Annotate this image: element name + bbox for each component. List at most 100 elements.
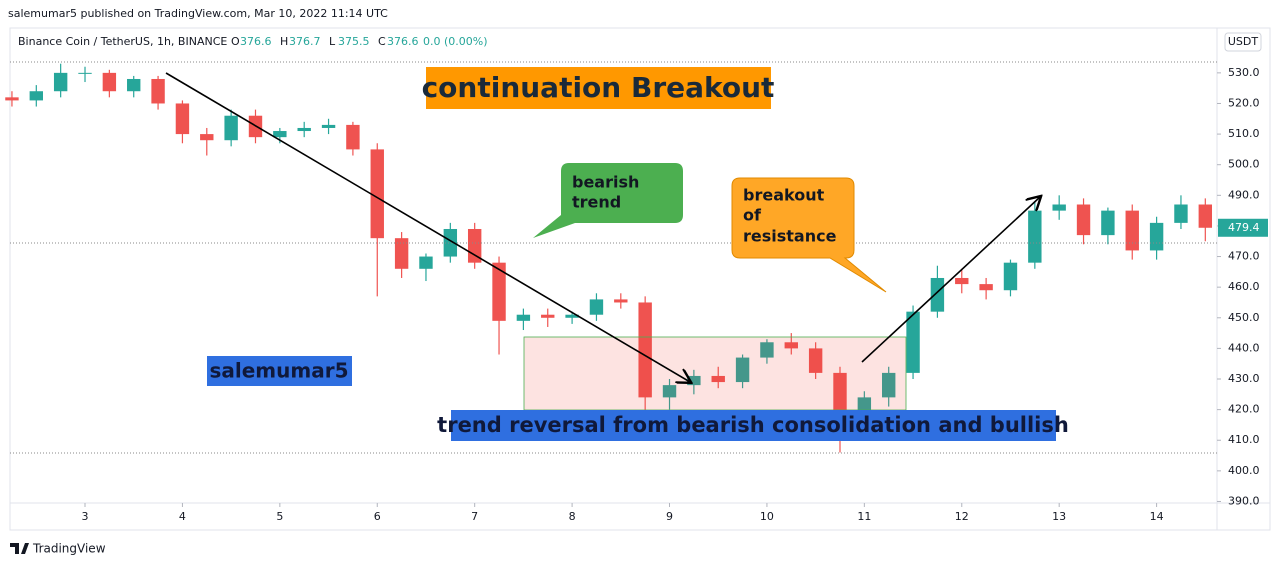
candle-body <box>102 72 117 92</box>
candle-body <box>346 124 360 150</box>
candle-body <box>5 97 19 101</box>
ohlc-value: 376.6 <box>387 35 419 48</box>
y-tick-label: 530.0 <box>1228 66 1260 79</box>
author-box <box>207 356 352 386</box>
candle-body <box>1174 204 1188 223</box>
logo <box>10 543 29 554</box>
y-tick-label: 510.0 <box>1228 127 1260 140</box>
y-tick-label: 420.0 <box>1228 403 1260 416</box>
y-tick-label: 390.0 <box>1228 494 1260 507</box>
ohlc-value: 375.5 <box>338 35 370 48</box>
candle-body <box>1003 262 1018 291</box>
candle-body <box>297 127 311 132</box>
annotation: of <box>743 206 762 225</box>
candle-body <box>1028 210 1042 263</box>
candle-body <box>979 284 993 291</box>
footer: TradingView <box>32 542 106 556</box>
x-tick-label: 12 <box>955 510 969 523</box>
candle-body <box>1076 204 1091 236</box>
candle-body <box>614 299 628 303</box>
candle-body <box>370 149 384 239</box>
currency-button[interactable] <box>1224 32 1262 52</box>
last-price: 479.4 <box>1228 221 1260 234</box>
plot <box>5 63 1213 453</box>
y-tick-label: 470.0 <box>1228 250 1260 263</box>
x-tick-label: 9 <box>666 510 673 523</box>
candle-body <box>589 299 604 315</box>
change: 0.0 (0.00%) <box>423 35 488 48</box>
y-tick-label: 460.0 <box>1228 280 1260 293</box>
candle-body <box>394 238 409 269</box>
ohlc-legend: O 376.6 H 376.7 L 375.5 C 376.6 0.0 (0.00%) <box>231 35 488 48</box>
y-tick-label: 520.0 <box>1228 96 1260 109</box>
candle-body <box>492 262 506 321</box>
annotation: trend reversal from bearish consolidatio… <box>437 413 1069 437</box>
arrow <box>165 72 690 382</box>
candle-body <box>687 375 701 386</box>
candle-body <box>735 357 750 383</box>
ohlc-label: H <box>280 35 288 48</box>
x-tick-label: 4 <box>179 510 186 523</box>
x-tick-label: 11 <box>857 510 871 523</box>
frame <box>9 27 1271 531</box>
last-price-box <box>1218 218 1268 237</box>
bubble <box>731 177 887 293</box>
candle-body <box>808 348 823 373</box>
candle-body <box>516 314 531 321</box>
candle-body <box>200 134 214 141</box>
candle-body <box>175 103 190 135</box>
candle-body <box>78 72 92 74</box>
title: continuation Breakout <box>422 71 775 104</box>
ohlc-value: 376.7 <box>289 35 321 48</box>
reversal-box <box>451 410 1056 441</box>
candle-body <box>638 302 652 398</box>
candle-body <box>662 385 677 398</box>
annotation: salemumar5 <box>209 359 348 383</box>
symbol: Binance Coin / TetherUS, 1h, BINANCE <box>18 35 227 48</box>
candle-body <box>955 277 969 285</box>
x-tick-label: 13 <box>1052 510 1066 523</box>
candle-body <box>565 314 579 318</box>
candle-body <box>1052 204 1066 211</box>
candle-body <box>443 228 458 257</box>
candle-body <box>760 342 774 358</box>
x-tick-label: 3 <box>82 510 89 523</box>
candle-body <box>541 314 555 318</box>
y-tick-label: 490.0 <box>1228 188 1260 201</box>
y-tick-label: 440.0 <box>1228 341 1260 354</box>
candle-body <box>711 375 725 383</box>
annotation: bearish <box>572 173 639 192</box>
y-tick-label: 400.0 <box>1228 464 1260 477</box>
candle-body <box>930 277 945 312</box>
candle-body <box>1149 222 1164 251</box>
candle-body <box>151 78 165 104</box>
x-tick-label: 6 <box>374 510 381 523</box>
currency[interactable]: USDT <box>1228 35 1259 48</box>
x-tick-label: 10 <box>760 510 774 523</box>
candle-body <box>224 115 238 141</box>
title-box <box>426 67 771 109</box>
bubble <box>533 163 683 238</box>
candle-body <box>53 72 68 92</box>
candle-body <box>273 131 287 138</box>
candle-body <box>906 311 920 373</box>
annotation: trend <box>572 193 621 212</box>
ohlc-label: O <box>231 35 240 48</box>
y-tick-label: 430.0 <box>1228 372 1260 385</box>
candle-body <box>882 372 896 398</box>
ohlc-label: L <box>329 35 336 48</box>
x-tick-label: 8 <box>569 510 576 523</box>
candle-body <box>467 228 482 263</box>
ohlc-value: 376.6 <box>240 35 272 48</box>
y-tick-label: 410.0 <box>1228 433 1260 446</box>
annotation: resistance <box>743 227 837 246</box>
candle-body <box>1125 210 1139 251</box>
arrow <box>861 197 1040 363</box>
candle-body <box>833 372 847 416</box>
candle-body <box>127 78 141 92</box>
annotation: breakout <box>743 186 825 205</box>
x-tick-label: 7 <box>471 510 478 523</box>
candle-body <box>1198 204 1213 228</box>
candle-body <box>1101 210 1115 236</box>
